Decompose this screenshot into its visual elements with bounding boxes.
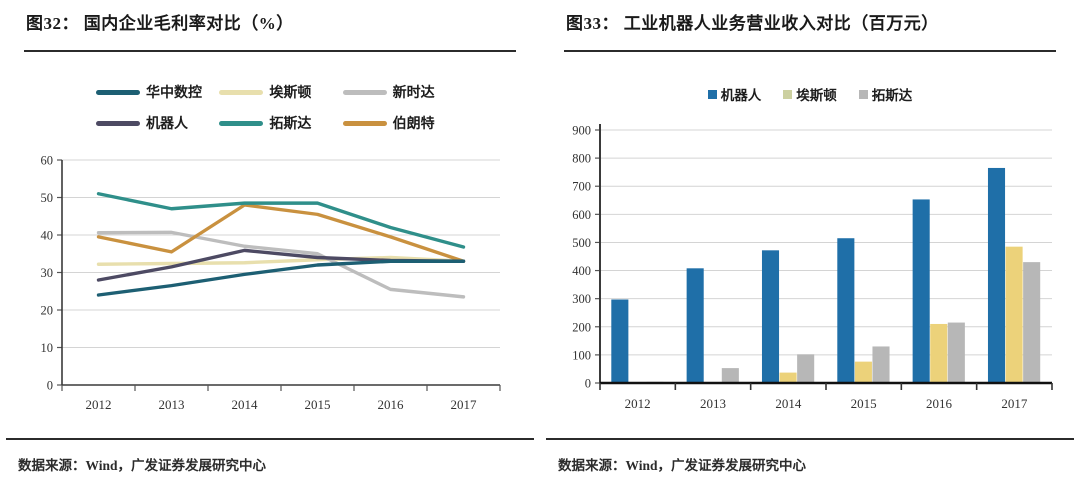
- x-tick-label: 2017: [1001, 396, 1028, 411]
- x-tick-label: 2012: [625, 396, 651, 411]
- legend-item-huazhongshukong[interactable]: 华中数控: [96, 82, 219, 102]
- bar-机器人-2013: [686, 268, 704, 383]
- legend-item-jiqiren[interactable]: 机器人: [707, 84, 762, 104]
- legend-label-tuosida: 拓斯达: [871, 88, 913, 103]
- figure-33-legend: 机器人 埃斯顿 拓斯达: [540, 84, 1080, 104]
- figure-33-source: 数据来源：Wind，广发证券发展研究中心: [558, 458, 807, 473]
- y-tick-label: 200: [572, 320, 591, 334]
- legend-item-xinshida[interactable]: 新时达: [342, 82, 466, 102]
- y-tick-label: 20: [41, 304, 54, 318]
- line-series-1: [96, 255, 466, 266]
- bar-埃斯顿-2015: [854, 361, 872, 383]
- y-tick-label: 0: [585, 377, 591, 391]
- legend-swatch-aisidun: [783, 89, 793, 99]
- y-tick-label: 700: [572, 180, 591, 194]
- legend-label-jiqiren: 机器人: [720, 88, 762, 103]
- figure-33-title-rule: [564, 50, 1056, 52]
- y-tick-label: 300: [572, 292, 591, 306]
- y-tick-label: 50: [41, 191, 54, 205]
- figure-32-source: 数据来源：Wind，广发证券发展研究中心: [18, 458, 267, 473]
- figure-33-title: 图33： 工业机器人业务营业收入对比（百万元）: [566, 14, 939, 33]
- bar-机器人-2017: [987, 167, 1006, 383]
- legend-item-tuosida[interactable]: 拓斯达: [858, 84, 913, 104]
- y-tick-label: 600: [572, 208, 591, 222]
- y-tick-label: 0: [47, 379, 53, 393]
- y-tick-label: 30: [41, 266, 54, 280]
- legend-swatch-jiqiren: [96, 120, 140, 126]
- bar-机器人-2016: [912, 199, 930, 383]
- figure-32-title-rule: [24, 50, 516, 52]
- legend-label-aisidun: 埃斯顿: [796, 88, 837, 103]
- x-tick-label: 2012: [86, 397, 112, 412]
- x-tick-label: 2016: [378, 397, 405, 412]
- y-tick-label: 800: [572, 152, 591, 166]
- y-tick-label: 10: [41, 341, 54, 355]
- legend-label-jiqiren: 机器人: [146, 117, 188, 132]
- x-tick-label: 2016: [926, 396, 953, 411]
- bar-拓斯达-2015: [872, 346, 890, 383]
- x-tick-label: 2013: [700, 396, 726, 411]
- figure-32-title: 图32： 国内企业毛利率对比（%）: [26, 14, 294, 33]
- legend-swatch-xinshida: [342, 89, 387, 95]
- figure-32-line-chart: 0 10 20 30 40 50 60 2012 2013 2014 2015 2016 2017: [41, 154, 501, 412]
- bar-埃斯顿-2016: [930, 323, 948, 383]
- legend-label-aisidun: 埃斯顿: [269, 86, 312, 101]
- bar-埃斯顿-2017: [1005, 246, 1023, 383]
- y-tick-label: 60: [41, 154, 54, 168]
- x-tick-label: 2014: [775, 396, 802, 411]
- x-tick-label: 2014: [232, 397, 259, 412]
- x-tick-label: 2013: [159, 397, 185, 412]
- bar-机器人-2012: [611, 299, 629, 383]
- bar-拓斯达-2014: [797, 354, 815, 383]
- y-tick-label: 400: [572, 264, 591, 278]
- line-series-4: [96, 192, 466, 249]
- legend-item-aisidun[interactable]: 埃斯顿: [219, 82, 342, 102]
- y-tick-label: 900: [572, 124, 591, 138]
- legend-item-jiqiren[interactable]: 机器人: [96, 113, 219, 133]
- figure-33-bar-chart: 0 100 200 300 400 500 600 700 800 900 2012 2013 2014…: [572, 124, 1053, 411]
- legend-item-bolangte[interactable]: 伯朗特: [342, 113, 466, 133]
- figure-33-panel: 图33： 工业机器人业务营业收入对比（百万元） 机器人 埃斯顿 拓斯达 0 100…: [540, 0, 1080, 486]
- line-series-0: [96, 259, 466, 297]
- figure-32-legend: 华中数控 埃斯顿 新时达 机器人 拓斯达 伯朗特: [96, 82, 466, 133]
- bar-埃斯顿-2014: [779, 372, 797, 383]
- bar-拓斯达-2017: [1023, 262, 1041, 383]
- legend-swatch-tuosida: [219, 120, 264, 126]
- x-tick-label: 2015: [851, 396, 877, 411]
- legend-swatch-bolangte: [342, 120, 387, 126]
- y-tick-label: 100: [572, 348, 591, 362]
- bar-机器人-2015: [837, 238, 855, 383]
- x-tick-label: 2015: [305, 397, 331, 412]
- line-series-2: [96, 230, 466, 299]
- legend-label-huazhongshukong: 华中数控: [146, 86, 202, 101]
- legend-label-bolangte: 伯朗特: [392, 117, 435, 132]
- figure-32-panel: 图32： 国内企业毛利率对比（%） 华中数控 埃斯顿 新时达 机器人 拓: [6, 14, 534, 473]
- bar-机器人-2014: [761, 250, 780, 383]
- legend-label-xinshida: 新时达: [392, 86, 435, 101]
- y-tick-label: 40: [41, 229, 54, 243]
- legend-swatch-jiqiren: [707, 89, 717, 99]
- line-series-5: [96, 203, 466, 263]
- x-tick-label: 2017: [451, 397, 478, 412]
- legend-swatch-huazhongshukong: [96, 89, 140, 95]
- bar-拓斯达-2016: [947, 322, 965, 383]
- figure-33-footer-rule: [546, 438, 1074, 440]
- y-tick-label: 500: [572, 236, 591, 250]
- bar-拓斯达-2013: [721, 368, 739, 383]
- legend-swatch-tuosida: [858, 89, 868, 99]
- legend-item-tuosida[interactable]: 拓斯达: [219, 113, 342, 133]
- legend-swatch-aisidun: [219, 89, 264, 95]
- legend-label-tuosida: 拓斯达: [269, 117, 312, 132]
- legend-item-aisidun[interactable]: 埃斯顿: [783, 84, 837, 104]
- figure-32-footer-rule: [6, 438, 534, 440]
